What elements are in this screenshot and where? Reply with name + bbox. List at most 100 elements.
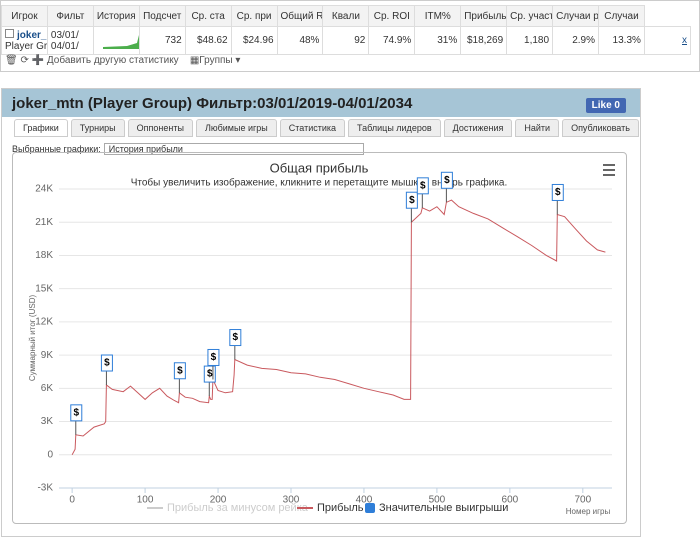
tab[interactable]: Опубликовать (562, 119, 639, 137)
flag (207, 348, 220, 366)
x-tick-label: 600 (502, 495, 519, 506)
chart-title: Общая прибыль (270, 160, 369, 175)
tab[interactable]: Графики (14, 119, 68, 137)
column-header: Случаи р (552, 5, 599, 27)
y-tick-label: 18K (35, 250, 53, 261)
column-header: Ср. ROI (368, 5, 416, 27)
flag (405, 191, 418, 209)
column-header: Игрок (1, 5, 48, 27)
cell: $24.96 (230, 26, 278, 55)
column-header: Общий ROI (276, 5, 324, 27)
y-tick-label: 6K (41, 383, 54, 394)
cell: $48.62 (184, 26, 232, 55)
y-tick-label: 12K (35, 317, 53, 328)
menu-icon[interactable] (603, 164, 615, 176)
y-tick-label: 15K (35, 283, 53, 294)
column-header: История прибыли (92, 5, 140, 27)
cell: 1,180 (506, 26, 554, 55)
tab[interactable]: Таблицы лидеров (348, 119, 441, 137)
flag-label: $ (207, 369, 213, 380)
flag-label: $ (177, 365, 183, 376)
flag-label: $ (409, 195, 415, 206)
legend-label: Прибыль (317, 502, 364, 514)
flag (440, 171, 453, 189)
x-tick-label: 200 (210, 495, 227, 506)
tabs: Графики Турниры Оппоненты Любимые игры Стати… (14, 119, 639, 137)
add-stat[interactable]: ➕ Добавить другую статистику (31, 55, 179, 66)
flag (100, 354, 113, 372)
tab[interactable]: Турниры (70, 119, 125, 137)
flag (229, 329, 242, 347)
y-tick-label: -3K (37, 483, 53, 494)
flag (416, 177, 429, 195)
flag-label: $ (555, 187, 561, 198)
y-tick-label: 21K (35, 217, 53, 228)
column-header: Подсчет (138, 5, 186, 27)
filter-to: 04/01/ (50, 40, 79, 52)
column-header: Ср. участ (506, 5, 554, 27)
group: Player Group (5, 41, 48, 52)
cell: 2.9% (552, 26, 599, 55)
y-tick-label: 3K (41, 416, 54, 427)
legend-label: Значительные выигрыши (379, 502, 508, 514)
cell: 74.9% (368, 26, 416, 55)
filter-from: 03/01/ (50, 29, 79, 41)
x-tick-label: 700 (574, 495, 591, 506)
flag (70, 404, 83, 422)
cell: $18,269 (460, 26, 508, 55)
flag-label: $ (73, 407, 79, 418)
flag-label: $ (233, 332, 239, 343)
x-tick-label: 100 (137, 495, 154, 506)
y-tick-label: 0 (47, 449, 53, 460)
legend-label: Прибыль за минусом рейка (167, 502, 309, 514)
select-box[interactable]: История прибыли (103, 143, 364, 155)
column-header: ITM% (414, 5, 462, 27)
chart: Общая прибыль Чтобы увеличить изображени… (12, 152, 627, 524)
toolbar: 🗑 ⟳ ➕ Добавить другую статистику ▦Группы… (5, 55, 241, 66)
y-tick-label: 24K (35, 184, 53, 195)
groups[interactable]: ▦Группы ▾ (189, 55, 241, 66)
flag-label: $ (420, 180, 426, 191)
cell: 732 (138, 26, 186, 55)
y-axis-label: Суммарный итог (USD) (28, 295, 37, 382)
y-tick-label: 9K (41, 350, 54, 361)
chart-select: Выбранные графики: История прибыли (12, 143, 364, 155)
like-button[interactable]: Like 0 (585, 98, 626, 113)
line (71, 199, 606, 456)
x-tick-label: 0 (69, 495, 75, 506)
column-header: Квали (322, 5, 370, 27)
column-header: Ср. при (230, 5, 278, 27)
cell: 13.3% (597, 26, 645, 55)
tab[interactable]: Найти (515, 119, 560, 137)
x-tick-label: 300 (283, 495, 300, 506)
flag (551, 183, 564, 201)
player-link[interactable]: joker_mtn (17, 30, 47, 41)
tab[interactable]: Статистика (279, 119, 346, 137)
panel: joker_mtn (Player Group) Фильтр:03/01/20… (1, 88, 641, 537)
flag (173, 362, 186, 380)
column-header: Ср. ста (184, 5, 232, 27)
flag-label: $ (444, 175, 450, 186)
data-row: joker_mtnPlayer Group 03/01/04/01/ 732$4… (1, 26, 692, 55)
column-header: Прибыль (460, 5, 508, 27)
panel-title: joker_mtn (Player Group) Фильтр:03/01/20… (2, 89, 640, 117)
column-header: Фильт (46, 5, 94, 27)
tab[interactable]: Достижения (443, 119, 513, 137)
column-header: Случаи (597, 5, 645, 27)
tab[interactable]: Любимые игры (195, 119, 277, 137)
x-axis-label: Номер игры (566, 507, 611, 516)
remove-link[interactable]: x (643, 26, 692, 55)
flag (203, 365, 216, 383)
sparkline (102, 37, 139, 49)
flag-label: $ (104, 358, 110, 369)
x-tick-label: 400 (356, 495, 373, 506)
flag-label: $ (211, 352, 217, 363)
legend-swatch (365, 503, 375, 513)
cell: 48% (276, 26, 324, 55)
tab[interactable]: Оппоненты (127, 119, 193, 137)
cell: 92 (322, 26, 370, 55)
